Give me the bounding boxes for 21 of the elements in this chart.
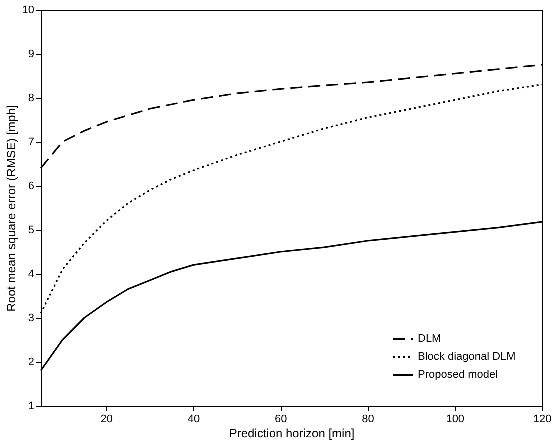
y-tick-label: 7 xyxy=(28,136,34,148)
x-axis-title: Prediction horizon [min] xyxy=(229,426,355,440)
legend-label: Proposed model xyxy=(418,369,498,381)
legend-label: DLM xyxy=(418,333,442,345)
y-tick-label: 3 xyxy=(28,312,34,324)
x-tick-label: 80 xyxy=(362,414,374,426)
y-tick-label: 6 xyxy=(28,180,34,192)
y-tick-label: 8 xyxy=(28,92,34,104)
y-tick-label: 5 xyxy=(28,224,34,236)
x-tick-label: 40 xyxy=(188,414,200,426)
legend-label: Block diagonal DLM xyxy=(418,351,516,363)
y-tick-label: 9 xyxy=(28,48,34,60)
x-tick-label: 60 xyxy=(274,414,288,426)
y-tick-label: 4 xyxy=(28,268,34,280)
y-axis-title: Root mean square error (RMSE) [mph] xyxy=(4,105,18,312)
x-tick-label: 100 xyxy=(446,414,465,426)
y-tick-label: 2 xyxy=(28,356,34,368)
y-tick-label: 10 xyxy=(22,4,34,16)
x-tick-label: 120 xyxy=(533,414,552,426)
y-tick-label: 1 xyxy=(28,400,34,412)
x-tick-label: 20 xyxy=(100,414,113,426)
